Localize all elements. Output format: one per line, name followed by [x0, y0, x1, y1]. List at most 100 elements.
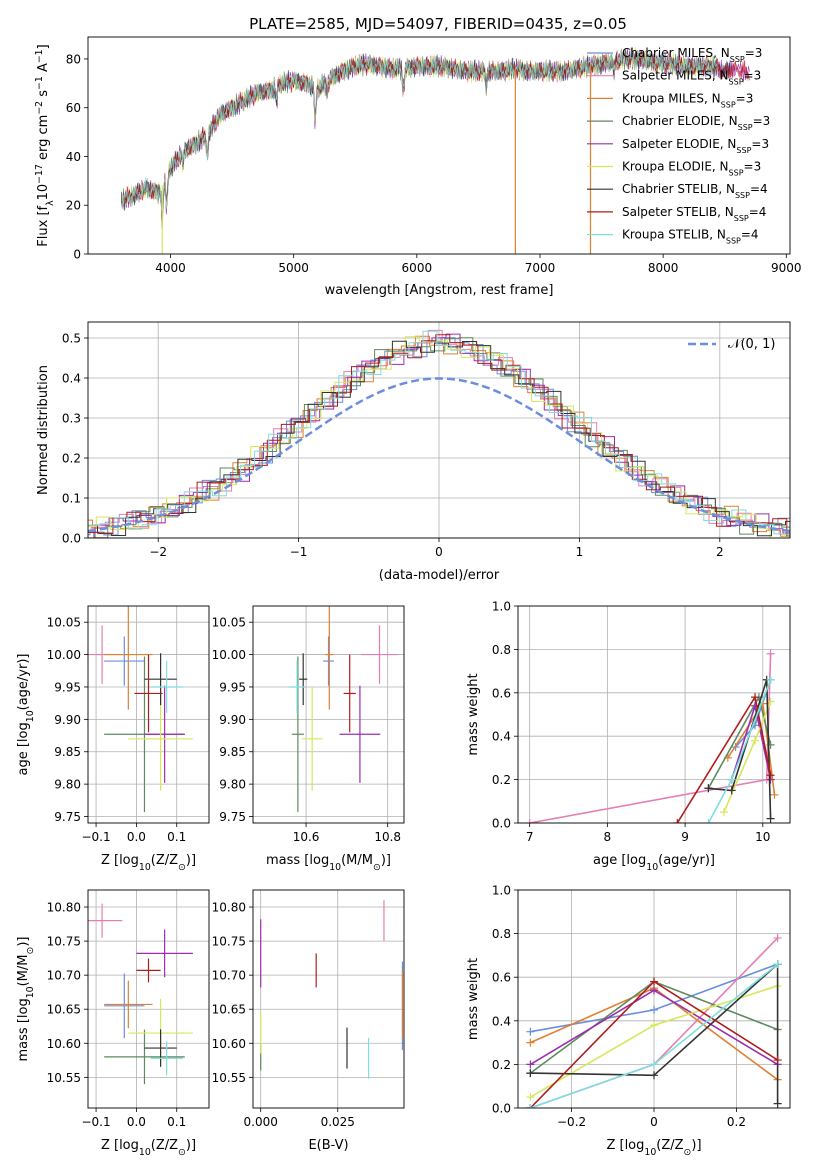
y-tick-label: 0.2: [492, 1058, 511, 1072]
x-tick-label: −0.2: [557, 1115, 586, 1129]
legend-entry-nssp: =3: [745, 46, 763, 60]
age-vs-mass-xlabel-part: ⊙: [373, 862, 381, 873]
weight-marker: [751, 736, 760, 745]
legend-entry-name: Kroupa ELODIE, N: [622, 160, 729, 174]
errorbar: [339, 685, 381, 783]
legend-entry: Salpeter STELIB, NSSP=4: [622, 205, 766, 223]
legend-entry: Kroupa MILES, NSSP=3: [622, 91, 753, 109]
weight-marker: [526, 1027, 535, 1036]
y-tick-label: 9.75: [54, 810, 81, 824]
gaussian-legend-label: 𝒩(0, 1): [728, 337, 775, 352]
errorbar: [150, 1041, 183, 1076]
massweight-vs-age-xlabel: age [log10(age/yr)]: [593, 853, 715, 873]
age-vs-Z-ylabel-part: 10: [25, 710, 36, 722]
weight-marker: [773, 933, 782, 942]
y-tick-label: 10.00: [212, 648, 246, 662]
legend-entry-name: Chabrier ELODIE, N: [622, 114, 738, 128]
age-vs-Z-ylabel-part: (age/yr)]: [16, 654, 31, 711]
massweight-vs-age-xlabel-part: 10: [646, 862, 658, 873]
massweight-vs-Z-lines: [526, 933, 782, 1108]
errorbar: [343, 654, 356, 733]
x-tick-label: 0.000: [244, 1115, 278, 1129]
age-vs-Z-border: [87, 605, 210, 824]
y-tick-label: 0.4: [62, 372, 81, 386]
x-tick-label: 10.6: [293, 830, 320, 844]
y-tick-label: 10.70: [47, 969, 81, 983]
x-tick-label: 0: [435, 545, 443, 559]
weight-line: [707, 679, 772, 823]
errorbar: [134, 654, 163, 733]
y-tick-label: 40: [66, 150, 81, 164]
y-tick-label: 0.1: [62, 492, 81, 506]
errorbar: [136, 929, 193, 978]
y-tick-label: 20: [66, 199, 81, 213]
legend-entry-nssp: =3: [753, 114, 771, 128]
legend-entry: Salpeter ELODIE, NSSP=3: [622, 137, 769, 155]
x-tick-label: 0.1: [167, 830, 186, 844]
age-vs-mass-points: [288, 606, 398, 812]
y-tick-label: 0.5: [62, 332, 81, 346]
mass-vs-Z-ylabel-part: (M/M: [16, 955, 31, 987]
weight-marker: [650, 1005, 658, 1014]
legend-entry-nssp: =3: [744, 160, 762, 174]
legend-entry-nssp: =4: [750, 182, 768, 196]
massweight-vs-Z-xlabel-part: ⊙: [684, 1147, 692, 1158]
residuals-ylabel: Normed distribution: [36, 365, 51, 495]
x-tick-label: 7000: [525, 261, 556, 275]
gaussian-curve: [88, 377, 790, 533]
mass-vs-ebv-border: [252, 889, 405, 1109]
x-tick-label: −0.1: [81, 830, 110, 844]
errorbar: [361, 625, 398, 684]
legend-entry: Chabrier STELIB, NSSP=4: [622, 182, 768, 200]
y-tick-label: 0.8: [492, 643, 511, 657]
x-tick-label: 8: [604, 830, 612, 844]
mass-vs-Z-border: [87, 889, 210, 1109]
gaussian-legend-part: (0, 1): [740, 337, 775, 352]
errorbar: [144, 1029, 177, 1067]
mass-vs-ebv-points: [260, 900, 404, 1079]
spectrum-border: [87, 36, 791, 255]
legend-entry: Kroupa ELODIE, NSSP=3: [622, 160, 761, 178]
y-tick-label: 9.80: [219, 778, 246, 792]
weight-marker: [773, 960, 782, 969]
x-tick-label: 9: [681, 830, 689, 844]
weight-marker: [526, 1069, 535, 1078]
weight-marker: [751, 693, 760, 702]
x-tick-label: 1: [576, 545, 584, 559]
weight-line: [530, 962, 779, 1104]
y-tick-label: 10.65: [212, 1003, 246, 1017]
spectrum-ylabel-part: erg cm: [36, 115, 51, 164]
massweight-vs-Z-xlabel-part: 10: [644, 1147, 656, 1158]
massweight-vs-age-lines: [525, 649, 779, 823]
y-tick-label: 60: [66, 101, 81, 115]
y-tick-label: 10.75: [212, 935, 246, 949]
age-vs-mass-xlabel-part: (M/M: [341, 853, 373, 868]
weight-marker: [727, 775, 736, 784]
mass-vs-Z-points: [88, 903, 193, 1085]
y-tick-label: 10.55: [212, 1071, 246, 1085]
y-tick-label: 10.65: [47, 1003, 81, 1017]
histogram-step: [88, 329, 790, 535]
x-tick-label: −0.1: [81, 1115, 110, 1129]
y-tick-label: 0.2: [492, 773, 511, 787]
y-tick-label: 0.0: [62, 532, 81, 546]
x-tick-label: 5000: [278, 261, 309, 275]
weight-line: [529, 653, 772, 823]
x-tick-label: 0.1: [167, 1115, 186, 1129]
residuals-border: [87, 321, 791, 539]
histogram-step: [88, 330, 790, 538]
age-vs-mass-border: [252, 605, 405, 824]
legend-entry: Chabrier MILES, NSSP=3: [622, 46, 762, 64]
y-tick-label: 9.85: [54, 745, 81, 759]
x-tick-label: 10: [755, 830, 770, 844]
mass-vs-Z-ylabel-part: 10: [25, 986, 36, 998]
y-tick-label: 0.8: [492, 927, 511, 941]
massweight-vs-age-xlabel-part: age [log: [593, 853, 646, 868]
y-tick-label: 9.80: [54, 778, 81, 792]
spectrum-line: [121, 49, 719, 215]
age-vs-Z-ylabel: age [log10(age/yr)]: [16, 654, 36, 776]
y-tick-label: 10.70: [212, 969, 246, 983]
mass-vs-Z-xlabel-part: ⊙: [178, 1147, 186, 1158]
y-tick-label: 9.95: [219, 680, 246, 694]
y-tick-label: 0.4: [492, 1014, 511, 1028]
